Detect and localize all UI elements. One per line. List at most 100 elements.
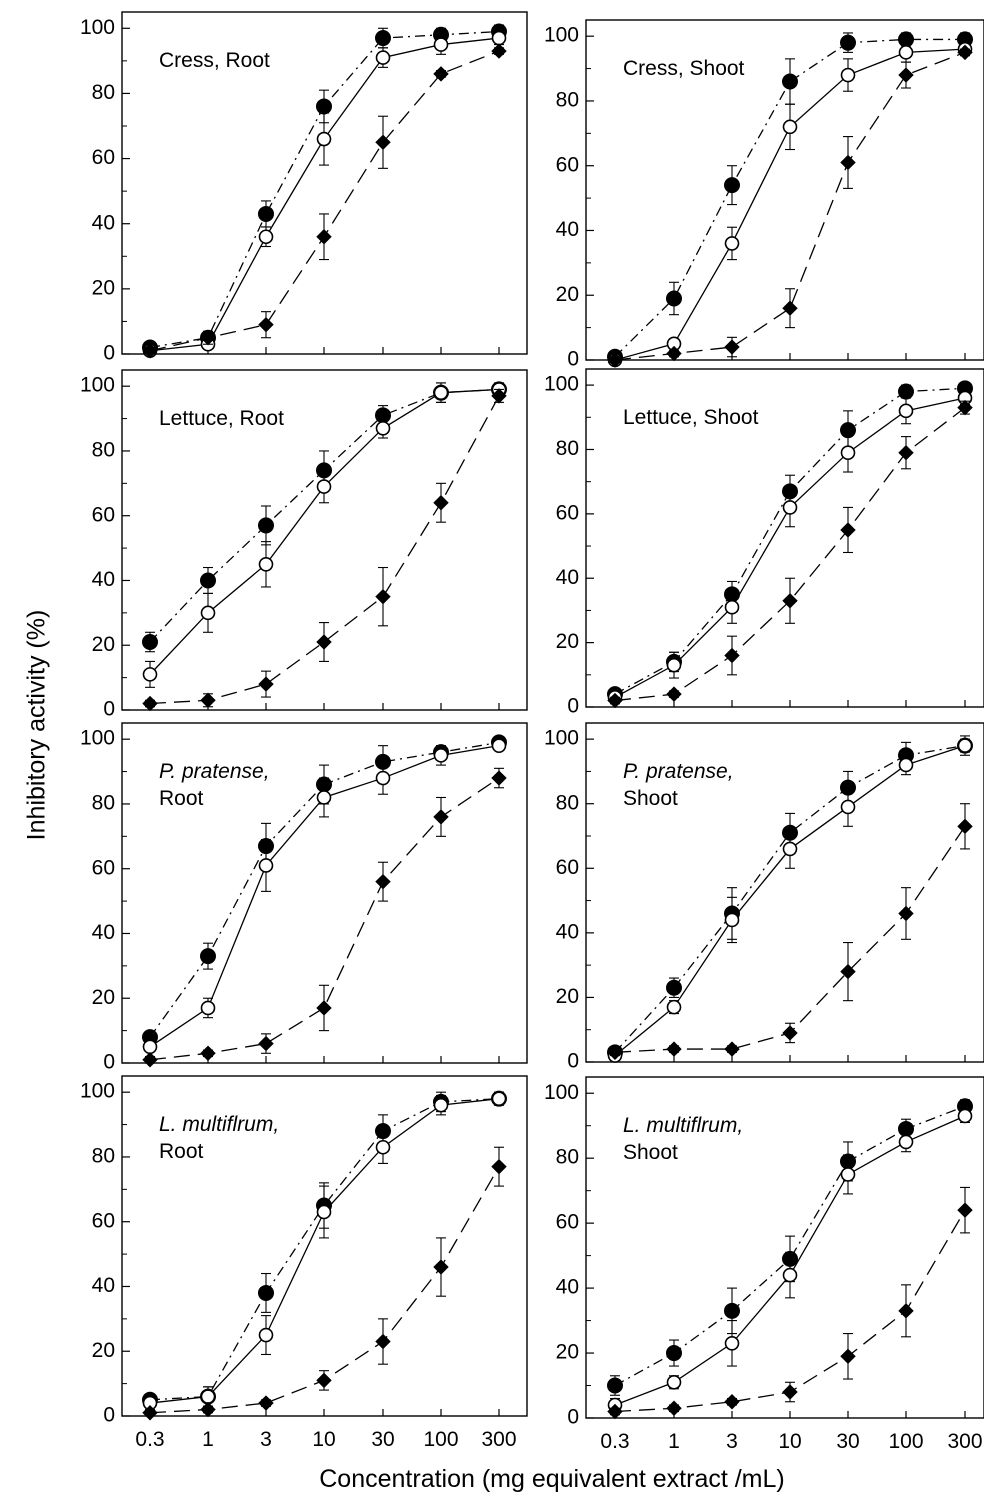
y-tick-label: 40 [92,1274,115,1297]
y-tick-label: 40 [92,921,115,944]
data-point-open-circle [375,50,391,65]
x-tick-label: 0.3 [600,1430,629,1453]
data-point-diamond [142,1052,158,1068]
data-point-diamond [840,154,856,171]
y-tick-label: 20 [92,986,115,1009]
y-tick-label: 100 [80,727,115,750]
y-tick-label: 0 [103,698,115,721]
y-tick-label: 60 [556,856,579,879]
data-point-diamond [375,1333,391,1350]
y-tick-label: 80 [556,88,579,111]
x-tick-label: 100 [888,1430,923,1453]
data-point-diamond [957,44,973,61]
x-tick-label: 3 [726,1430,738,1453]
y-tick-label: 60 [92,856,115,879]
y-tick-label: 80 [92,81,115,104]
chart-panel-4: 0 20 40 60 80 100 Lettuce, Shoot [544,368,984,718]
data-point-diamond [840,522,856,538]
y-tick-label: 100 [544,727,579,750]
data-point-diamond [957,1202,973,1218]
panel-title: L. multiflrum, [159,1113,279,1136]
data-point-open-circle [782,119,798,135]
y-tick-label: 40 [556,1276,579,1299]
panel-frame [585,1076,984,1419]
data-point-diamond [258,1395,274,1411]
y-tick-label: 100 [80,16,115,39]
chart-panel-1: 0 20 40 60 80 100 Cress, Root [80,11,528,365]
data-point-diamond [316,1372,332,1389]
x-tick-label: 30 [836,1430,859,1453]
y-tick-label: 0 [567,1050,579,1073]
data-point-diamond [898,905,914,922]
x-tick-label: 0.3 [135,1428,164,1451]
data-point-filled-circle [607,1377,623,1394]
data-point-diamond [375,588,391,605]
data-point-diamond [782,1025,798,1041]
data-point-diamond [666,686,682,702]
data-point-open-circle [316,1204,332,1220]
data-point-open-circle [957,738,973,753]
data-point-diamond [142,343,158,359]
y-tick-label: 80 [92,791,115,814]
x-tick-label: 300 [481,1428,516,1451]
data-point-diamond [607,1044,623,1061]
data-point-open-circle [375,420,391,436]
panel-title: Lettuce, Root [159,407,284,430]
data-point-diamond [433,495,449,511]
y-tick-label: 60 [556,501,579,524]
data-point-open-circle [840,799,856,815]
y-tick-label: 60 [92,503,115,526]
data-point-diamond [200,1401,216,1418]
data-point-diamond [433,809,449,825]
data-point-diamond [666,1041,682,1057]
panel-title: Shoot [623,1141,678,1164]
y-tick-label: 0 [567,1406,579,1429]
x-tick-label: 1 [668,1430,680,1453]
x-axis-label: Concentration (mg equivalent extract /mL… [319,1465,785,1493]
data-point-open-circle [491,738,507,753]
y-tick-label: 40 [92,211,115,234]
data-point-open-circle [258,556,274,572]
data-point-diamond [957,818,973,835]
y-tick-label: 0 [103,1051,115,1074]
x-tick-label: 30 [371,1428,394,1451]
data-point-filled-circle [724,1302,740,1319]
data-point-open-circle [724,912,740,928]
y-tick-label: 20 [92,276,115,299]
data-point-diamond [607,352,623,368]
y-tick-label: 40 [556,218,579,241]
data-point-open-circle [666,1374,682,1390]
y-tick-label: 0 [567,348,579,371]
data-point-open-circle [375,770,391,786]
y-tick-label: 100 [80,374,115,397]
y-tick-label: 100 [544,24,579,47]
panel-title: Root [159,787,204,810]
y-tick-label: 20 [556,985,579,1008]
data-point-open-circle [258,1327,274,1343]
data-point-diamond [898,1303,914,1319]
data-point-filled-circle [258,1284,274,1301]
data-point-open-circle [200,605,216,621]
data-point-open-circle [840,67,856,83]
y-tick-label: 20 [556,283,579,306]
data-point-diamond [957,399,973,416]
data-point-open-circle [724,236,740,251]
series-line [149,30,500,349]
data-point-filled-circle [782,73,798,90]
data-point-open-circle [782,500,798,515]
data-point-diamond [433,1259,449,1275]
y-tick-label: 80 [556,1146,579,1169]
data-point-diamond [142,695,158,712]
y-tick-label: 20 [556,1341,579,1364]
data-point-diamond [607,692,623,709]
data-point-diamond [840,1348,856,1365]
y-tick-label: 20 [92,1339,115,1362]
panel-title: L. multiflrum, [623,1114,743,1137]
data-point-diamond [724,339,740,355]
y-tick-label: 40 [92,568,115,591]
data-point-open-circle [898,1134,914,1150]
chart-panel-7: 0 20 40 60 80 100 0.3 1 3 10 30 100 300 L. multiflrum… [80,1075,528,1451]
data-point-filled-circle [258,205,274,222]
data-point-diamond [258,676,274,692]
